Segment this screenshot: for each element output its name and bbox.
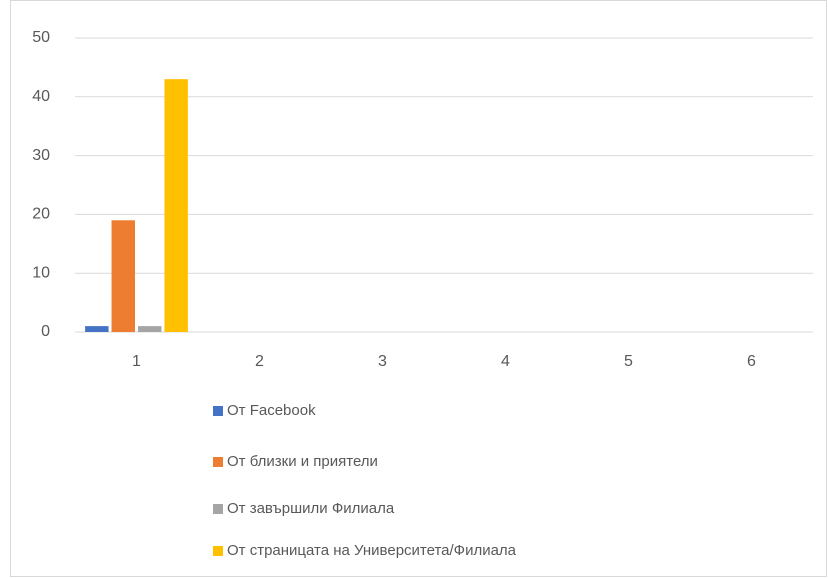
y-tick-label: 10 <box>32 264 50 281</box>
bar <box>138 326 162 332</box>
legend-label: От завършили Филиала <box>227 500 395 517</box>
bar <box>111 220 135 332</box>
bar <box>164 79 188 332</box>
y-tick-label: 40 <box>32 88 50 105</box>
x-tick-label: 6 <box>747 353 756 370</box>
legend-swatch <box>213 504 223 514</box>
x-tick-label: 3 <box>378 353 387 370</box>
legend-label: От Facebook <box>227 402 316 419</box>
bar <box>85 326 109 332</box>
y-tick-label: 20 <box>32 206 50 223</box>
x-tick-label: 4 <box>501 353 510 370</box>
legend-swatch <box>213 546 223 556</box>
x-tick-label: 1 <box>132 353 141 370</box>
y-tick-label: 30 <box>32 147 50 164</box>
y-tick-label: 50 <box>32 29 50 46</box>
legend-label: От страницата на Университета/Филиала <box>227 542 517 559</box>
legend-swatch <box>213 406 223 416</box>
y-tick-label: 0 <box>41 323 50 340</box>
legend-swatch <box>213 457 223 467</box>
x-tick-label: 2 <box>255 353 264 370</box>
legend-label: От близки и приятели <box>227 453 378 470</box>
x-tick-label: 5 <box>624 353 633 370</box>
